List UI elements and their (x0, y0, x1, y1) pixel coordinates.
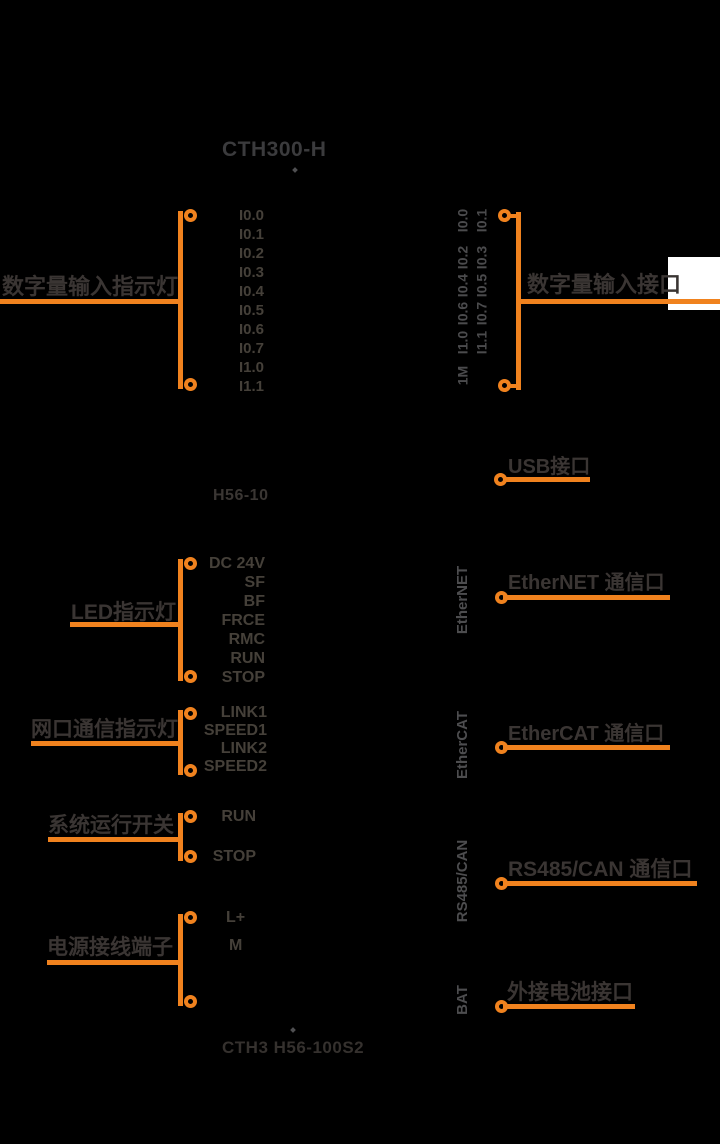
led-item: I0.4 (239, 283, 265, 300)
callout-point-icon (184, 557, 197, 570)
led-item: LINK1 (220, 704, 267, 721)
callout-point-icon (498, 209, 511, 222)
ethercat-port-name: EtherCAT (454, 710, 471, 780)
switch-pos-stop: STOP (212, 848, 256, 865)
led-item: SPEED2 (203, 758, 267, 775)
callout-underline (503, 477, 590, 482)
battery-port-label: 外接电池接口 (507, 981, 633, 1004)
led-item: LINK2 (220, 740, 267, 757)
battery-port-name: BAT (454, 985, 471, 1015)
led-item: I0.2 (239, 245, 265, 262)
artifact-dot-bottom (290, 1027, 296, 1033)
callout-underline (48, 837, 181, 842)
callout-bracket-stub (508, 214, 518, 218)
cpu-model-label: H56-10 (213, 487, 269, 504)
callout-point-icon (184, 995, 197, 1008)
callout-point-icon (184, 810, 197, 823)
callout-underline (503, 745, 670, 750)
led-item: I0.5 (239, 302, 265, 319)
callout-point-icon (495, 741, 508, 754)
callout-point-icon (184, 209, 197, 222)
run-switch-label: 系统运行开关 (48, 814, 174, 837)
callout-underline (516, 299, 720, 304)
rs485-can-port-name: RS485/CAN (454, 839, 471, 923)
port-leds-label: 网口通信指示灯 (31, 718, 178, 741)
led-item: FRCE (221, 612, 265, 629)
callout-underline (47, 960, 181, 965)
digital-input-led-list: I0.0 I0.1 I0.2 I0.3 I0.4 I0.5 I0.6 I0.7 … (239, 206, 264, 396)
terminal-lplus: L+ (226, 909, 246, 926)
page-title: CTH300-H (222, 138, 327, 161)
callout-bracket-line (178, 914, 183, 1006)
led-item: SPEED1 (203, 722, 267, 739)
led-item: SF (244, 574, 265, 591)
ethernet-port-name: EtherNET (454, 565, 471, 635)
callout-underline (31, 741, 181, 746)
callout-point-icon (184, 850, 197, 863)
status-leds-label: LED指示灯 (71, 601, 176, 624)
callout-underline (503, 595, 670, 600)
artifact-dot-top (292, 167, 298, 173)
port-terminal: I1.1 (473, 330, 490, 355)
power-terminals-label: 电源接线端子 (47, 936, 173, 959)
status-led-list: DC 24V SF BF FRCE RMC RUN STOP (155, 554, 265, 687)
led-item: I1.1 (239, 378, 265, 395)
led-item: RMC (228, 631, 265, 648)
switch-pos-run: RUN (221, 808, 256, 825)
callout-point-icon (184, 670, 197, 683)
callout-point-icon (494, 473, 507, 486)
digital-input-leds-label: 数字量输入指示灯 (2, 274, 179, 299)
led-item: I0.3 (239, 264, 265, 281)
ethernet-port-label: EtherNET 通信口 (508, 572, 665, 594)
callout-underline (70, 622, 181, 627)
callout-point-icon (495, 1000, 508, 1013)
ethercat-port-label: EtherCAT 通信口 (508, 723, 665, 745)
callout-underline (0, 299, 181, 304)
port-led-list: LINK1 SPEED1 LINK2 SPEED2 (157, 704, 267, 776)
callout-point-icon (184, 911, 197, 924)
callout-point-icon (495, 591, 508, 604)
led-item: I0.6 (239, 321, 265, 338)
terminal-m: M (229, 937, 243, 954)
callout-bracket-line (178, 211, 183, 389)
callout-bracket-line (178, 813, 183, 861)
led-item: I0.7 (239, 340, 265, 357)
callout-point-icon (498, 379, 511, 392)
callout-point-icon (184, 707, 197, 720)
callout-bracket-line (178, 559, 183, 681)
callout-bracket-line (178, 710, 183, 775)
order-model-label: CTH3 H56-100S2 (222, 1038, 365, 1057)
led-item: I0.0 (239, 207, 265, 224)
port-terminal: 1M (454, 365, 471, 386)
callout-point-icon (184, 764, 197, 777)
led-item: I1.0 (239, 359, 265, 376)
callout-point-icon (184, 378, 197, 391)
led-item: RUN (230, 650, 265, 667)
usb-port-label: USB接口 (508, 456, 591, 478)
rs485-can-port-label: RS485/CAN 通信口 (508, 858, 693, 881)
led-item: BF (243, 593, 265, 610)
callout-point-icon (495, 877, 508, 890)
callout-underline (503, 881, 697, 886)
callout-bracket-stub (508, 384, 518, 388)
led-item: DC 24V (208, 555, 265, 572)
callout-underline (503, 1004, 635, 1009)
digital-input-port-label: 数字量输入接口 (527, 272, 682, 297)
led-item: STOP (221, 669, 265, 686)
led-item: I0.1 (239, 226, 265, 243)
